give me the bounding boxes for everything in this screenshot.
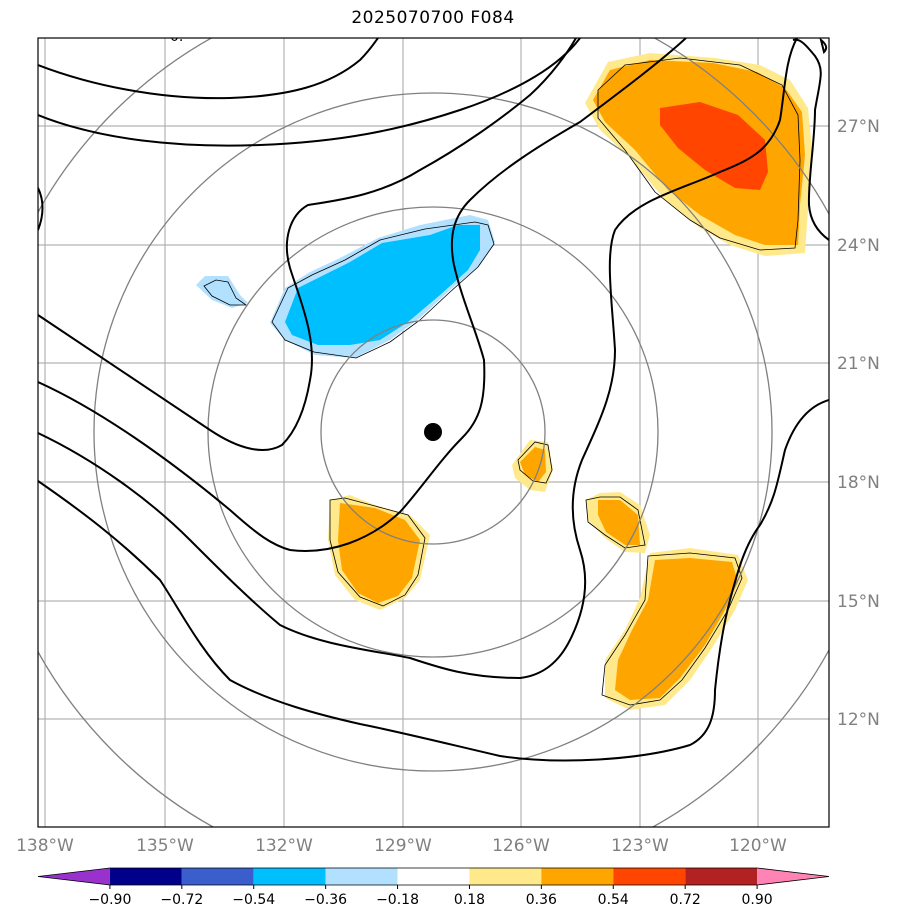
lon-tick-label: 120°W xyxy=(729,836,787,856)
shade-s-orange xyxy=(338,503,420,603)
colorbar-swatch xyxy=(685,868,758,885)
colorbar-label: −0.18 xyxy=(376,892,419,908)
positive-anomaly-shading xyxy=(328,53,812,710)
lat-tick-label: 21°N xyxy=(837,354,880,374)
shade-small-lightblue xyxy=(196,276,248,308)
colorbar-swatch xyxy=(253,868,326,885)
lon-tick-label: 129°W xyxy=(374,836,432,856)
colorbar-swatch xyxy=(38,868,110,885)
lon-tick-labels: 138°W 135°W 132°W 129°W 126°W 123°W 120°… xyxy=(16,836,787,856)
map-plot-area: 0. xyxy=(38,29,829,827)
map-frame xyxy=(37,37,830,828)
colorbar-swatch xyxy=(613,868,686,885)
colorbar-swatch xyxy=(757,868,829,885)
lat-tick-label: 24°N xyxy=(837,236,880,256)
lon-tick-label: 126°W xyxy=(492,836,550,856)
lon-tick-label: 138°W xyxy=(16,836,74,856)
colorbar-label: −0.54 xyxy=(232,892,275,908)
shade-ne-red xyxy=(660,102,768,190)
colorbar-swatch xyxy=(541,868,614,885)
lat-tick-label: 18°N xyxy=(837,473,880,493)
black-contours xyxy=(38,38,829,762)
colorbar-label: −0.36 xyxy=(304,892,347,908)
shade-se2-orange xyxy=(615,558,738,700)
colorbar-label: 0.72 xyxy=(670,892,701,908)
colorbar-swatch xyxy=(469,868,542,885)
colorbar-label: 0.54 xyxy=(598,892,629,908)
colorbar-labels: −0.90 −0.72 −0.54 −0.36 −0.18 0.18 0.36 0.54 0.7… xyxy=(88,892,772,908)
colorbar-label: 0.36 xyxy=(526,892,557,908)
shade-c-orange xyxy=(520,447,546,482)
shade-nw-blue xyxy=(285,225,480,345)
lon-tick-label: 123°W xyxy=(611,836,669,856)
colorbar-label: −0.72 xyxy=(160,892,203,908)
anomaly-outlines xyxy=(203,57,801,706)
colorbar-swatch xyxy=(397,868,470,885)
lat-tick-labels: 27°N 24°N 21°N 18°N 15°N 12°N xyxy=(837,117,880,730)
colorbar-label: −0.90 xyxy=(88,892,131,908)
lon-tick-label: 132°W xyxy=(255,836,313,856)
shade-se1-orange xyxy=(598,500,640,545)
colorbar-label: 0.90 xyxy=(742,892,773,908)
lat-tick-label: 27°N xyxy=(837,117,880,137)
range-rings xyxy=(38,38,829,827)
colorbar-swatch xyxy=(109,868,182,885)
lon-tick-label: 135°W xyxy=(136,836,194,856)
colorbar-label: 0.18 xyxy=(454,892,485,908)
storm-center-marker xyxy=(424,423,442,441)
lat-tick-label: 12°N xyxy=(837,710,880,730)
colorbar xyxy=(37,867,830,889)
negative-anomaly-shading xyxy=(196,215,495,358)
colorbar-swatch xyxy=(181,868,254,885)
lat-tick-label: 15°N xyxy=(837,592,880,612)
contour-label: 0. xyxy=(170,29,183,45)
colorbar-swatch xyxy=(325,868,398,885)
map-title: 2025070700 F084 xyxy=(351,8,515,28)
